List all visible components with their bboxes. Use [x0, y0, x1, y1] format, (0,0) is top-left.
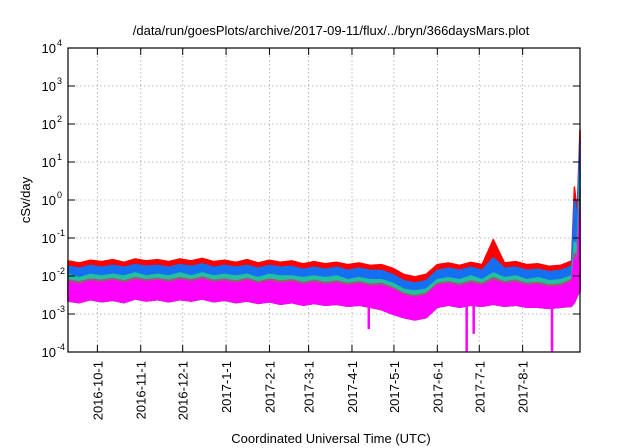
y-tick-exponent: 3: [57, 76, 62, 86]
y-tick-base: 10: [42, 193, 56, 208]
y-tick-exponent: -3: [57, 304, 65, 314]
y-tick-exponent: -2: [57, 266, 65, 276]
y-tick-base: 10: [42, 79, 56, 94]
x-tick-label: 2017-3-1: [302, 361, 317, 413]
x-tick-label: 2016-12-1: [176, 361, 191, 420]
y-tick-base: 10: [42, 41, 56, 56]
y-tick-exponent: 1: [57, 152, 62, 162]
x-tick-label: 2016-10-1: [90, 361, 105, 420]
y-axis-label: cSv/day: [18, 176, 33, 223]
y-tick-base: 10: [42, 155, 56, 170]
plot-border: [67, 47, 581, 353]
x-tick-label: 2017-4-1: [345, 361, 360, 413]
x-tick-label: 2017-2-1: [262, 361, 277, 413]
x-tick-label: 2017-6-1: [430, 361, 445, 413]
x-tick-label: 2017-1-1: [219, 361, 234, 413]
y-tick-exponent: 0: [57, 190, 62, 200]
x-axis-label: Coordinated Universal Time (UTC): [231, 431, 430, 446]
y-tick-exponent: -1: [57, 228, 65, 238]
y-tick-base: 10: [42, 231, 56, 246]
y-tick-exponent: 2: [57, 114, 62, 124]
y-tick-base: 10: [42, 345, 56, 360]
y-tick-base: 10: [42, 117, 56, 132]
x-tick-label: 2017-8-1: [516, 361, 531, 413]
chart-title: /data/run/goesPlots/archive/2017-09-11/f…: [133, 23, 530, 38]
y-tick-exponent: 4: [57, 38, 62, 48]
y-tick-exponent: -4: [57, 342, 65, 352]
x-tick-label: 2017-5-1: [387, 361, 402, 413]
y-tick-base: 10: [42, 269, 56, 284]
y-tick-base: 10: [42, 307, 56, 322]
series-layer: [67, 129, 581, 352]
x-tick-label: 2017-7-1: [472, 361, 487, 413]
x-tick-label: 2016-11-1: [134, 361, 149, 419]
